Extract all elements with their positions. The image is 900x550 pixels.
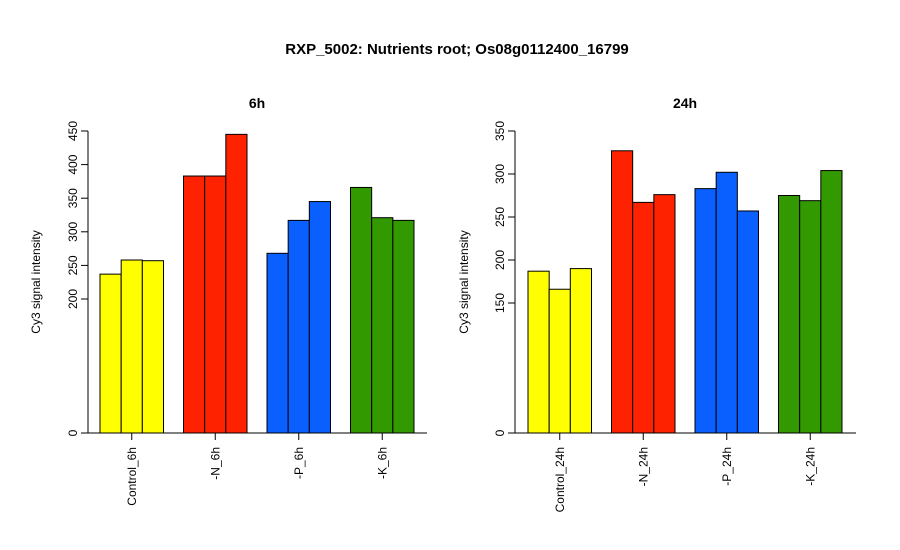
x-tick-label: -P_6h xyxy=(292,447,306,479)
y-tick-label: 200 xyxy=(493,250,507,270)
main-title: RXP_5002: Nutrients root; Os08g0112400_1… xyxy=(285,41,629,58)
y-tick-label: 0 xyxy=(66,429,80,436)
chart-panel-6h: 6h Control_6h -N_6h -P_6h -K_6h 0 200 250 300 35… xyxy=(29,95,427,506)
bar--P_6h-2 xyxy=(287,219,310,434)
y-tick-label: 0 xyxy=(493,429,507,436)
y-tick-label: 450 xyxy=(66,121,80,141)
bar-Control_24h-1 xyxy=(527,270,550,434)
y-tick-label: 300 xyxy=(493,164,507,184)
bar--P_24h-2 xyxy=(715,171,738,434)
y-axis-label-6h: Cy3 signal intensity xyxy=(29,230,43,333)
y-tick-label: 400 xyxy=(66,154,80,174)
bar-Control_6h-1 xyxy=(99,273,122,434)
bar--K_6h-3 xyxy=(392,219,415,434)
x-tick-label: -K_24h xyxy=(803,447,817,486)
bar--N_6h-1 xyxy=(183,175,206,434)
y-tick-label: 350 xyxy=(66,188,80,208)
bar--N_6h-3 xyxy=(225,133,248,434)
y-axis-label-24h: Cy3 signal intensity xyxy=(457,230,471,333)
bar--N_6h-2 xyxy=(204,175,227,434)
bar--P_6h-3 xyxy=(308,201,331,434)
x-tick-label: -P_24h xyxy=(720,447,734,486)
panel-title-24h: 24h xyxy=(673,95,697,111)
bar--P_6h-1 xyxy=(266,252,289,434)
bar--N_24h-1 xyxy=(611,150,634,434)
bar--K_6h-1 xyxy=(350,186,373,434)
bar--K_6h-2 xyxy=(371,217,394,434)
bar--P_24h-1 xyxy=(694,188,717,434)
x-tick-label: Control_6h xyxy=(125,447,139,506)
x-tick-label: -N_6h xyxy=(208,447,222,480)
x-tick-label: -N_24h xyxy=(636,447,650,486)
bar--N_24h-2 xyxy=(632,201,655,434)
y-tick-label: 350 xyxy=(493,121,507,141)
bar-Control_24h-3 xyxy=(569,268,593,434)
bar--K_24h-2 xyxy=(799,200,822,434)
bar-Control_6h-2 xyxy=(120,259,143,434)
bar--N_24h-3 xyxy=(653,194,676,434)
y-tick-label: 250 xyxy=(66,255,80,275)
panel-title-6h: 6h xyxy=(249,95,265,111)
bar--K_24h-3 xyxy=(820,170,843,434)
bar-Control_6h-3 xyxy=(141,260,165,434)
x-tick-label: -K_6h xyxy=(375,447,389,479)
bar--P_24h-3 xyxy=(736,210,760,434)
x-tick-label: Control_24h xyxy=(553,447,567,512)
chart-panel-24h: 24h Control_24h -N_24h -P_24h -K_24h 0 150 200… xyxy=(457,95,856,512)
y-tick-label: 150 xyxy=(493,293,507,313)
bar-Control_24h-2 xyxy=(548,288,571,434)
y-tick-label: 300 xyxy=(66,221,80,241)
bar--K_24h-1 xyxy=(778,195,801,434)
y-tick-label: 200 xyxy=(66,289,80,309)
y-tick-label: 250 xyxy=(493,207,507,227)
